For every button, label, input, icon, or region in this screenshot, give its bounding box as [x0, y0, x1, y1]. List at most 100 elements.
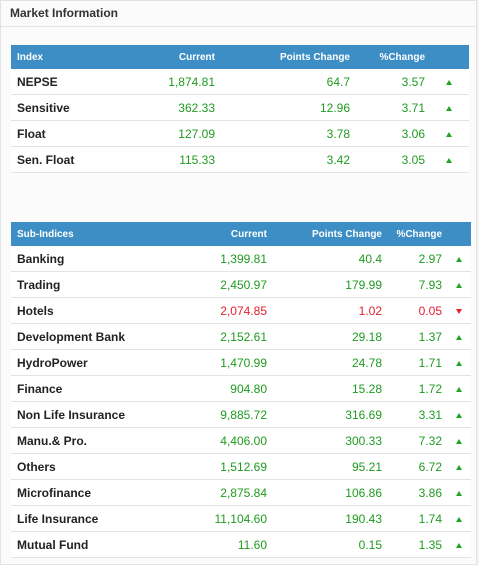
up-arrow-icon: [455, 282, 462, 288]
row-name: Mutual Fund: [11, 531, 161, 558]
row-pct-change: 3.05: [354, 146, 429, 173]
up-arrow-icon: [455, 464, 462, 470]
up-arrow-icon: [455, 412, 462, 418]
up-arrow-icon: [455, 334, 462, 340]
up-arrow-icon: [455, 438, 462, 444]
row-name: Life Insurance: [11, 505, 161, 532]
row-points-change: 95.21: [271, 453, 386, 480]
row-pct-change: 3.31: [386, 401, 446, 428]
row-current: 1,470.99: [161, 349, 271, 376]
table-row[interactable]: Sen. Float 115.33 3.42 3.05: [11, 146, 469, 173]
row-current: 127.09: [121, 120, 219, 147]
trend-cell: [446, 271, 471, 298]
row-current: 2,875.84: [161, 479, 271, 506]
trend-cell: [446, 505, 471, 532]
up-arrow-icon: [446, 105, 452, 111]
row-pct-change: 7.93: [386, 271, 446, 298]
table-row[interactable]: Finance 904.80 15.28 1.72: [11, 375, 471, 402]
table-row[interactable]: HydroPower 1,470.99 24.78 1.71: [11, 349, 471, 376]
row-pct-change: 1.74: [386, 505, 446, 532]
row-points-change: 29.18: [271, 323, 386, 350]
table-row[interactable]: Trading 2,450.97 179.99 7.93: [11, 271, 471, 298]
row-points-change: 12.96: [219, 94, 354, 121]
row-current: 1,399.81: [161, 246, 271, 272]
row-pct-change: 7.32: [386, 427, 446, 454]
row-current: 2,074.85: [161, 297, 271, 324]
up-arrow-icon: [455, 256, 462, 262]
table-row[interactable]: Manu.& Pro. 4,406.00 300.33 7.32: [11, 427, 471, 454]
header-pct-change[interactable]: %Change: [379, 51, 425, 63]
row-current: 9,885.72: [161, 401, 271, 428]
header-points-change[interactable]: Points Change: [279, 51, 350, 63]
row-current: 362.33: [121, 94, 219, 121]
row-name: Non Life Insurance: [11, 401, 161, 428]
up-arrow-icon: [446, 131, 452, 137]
row-pct-change: 3.57: [354, 69, 429, 95]
header-current[interactable]: Current: [230, 228, 267, 240]
header-index[interactable]: Index: [17, 51, 44, 63]
panel-title: Market Information: [10, 6, 119, 20]
table-row[interactable]: Microfinance 2,875.84 106.86 3.86: [11, 479, 471, 506]
header-current[interactable]: Current: [178, 51, 215, 63]
row-points-change: 15.28: [271, 375, 386, 402]
row-points-change: 3.78: [219, 120, 354, 147]
trend-cell: [446, 479, 471, 506]
index-table: Index Current Points Change %Change NEPS…: [11, 45, 469, 173]
header-pct-change[interactable]: %Change: [396, 228, 442, 240]
up-arrow-icon: [455, 386, 462, 392]
row-points-change: 40.4: [271, 246, 386, 272]
table-row[interactable]: Float 127.09 3.78 3.06: [11, 120, 469, 147]
header-sub-indices[interactable]: Sub-Indices: [17, 228, 74, 240]
row-pct-change: 3.86: [386, 479, 446, 506]
trend-cell: [429, 69, 469, 95]
row-points-change: 3.42: [219, 146, 354, 173]
row-current: 11,104.60: [161, 505, 271, 532]
table-row[interactable]: Banking 1,399.81 40.4 2.97: [11, 246, 471, 272]
table-row[interactable]: Mutual Fund 11.60 0.15 1.35: [11, 531, 471, 558]
table-row[interactable]: Life Insurance 11,104.60 190.43 1.74: [11, 505, 471, 532]
row-name: Banking: [11, 246, 161, 272]
table-row[interactable]: Hotels 2,074.85 1.02 0.05: [11, 297, 471, 324]
row-name: Development Bank: [11, 323, 161, 350]
up-arrow-icon: [455, 542, 462, 548]
up-arrow-icon: [446, 157, 452, 163]
header-trend: [429, 45, 469, 69]
up-arrow-icon: [455, 360, 462, 366]
row-points-change: 64.7: [219, 69, 354, 95]
table-row[interactable]: Sensitive 362.33 12.96 3.71: [11, 94, 469, 121]
header-trend: [446, 222, 471, 246]
row-points-change: 0.15: [271, 531, 386, 558]
row-name: Float: [11, 120, 121, 147]
table-row[interactable]: Non Life Insurance 9,885.72 316.69 3.31: [11, 401, 471, 428]
row-current: 2,450.97: [161, 271, 271, 298]
row-current: 1,512.69: [161, 453, 271, 480]
row-current: 2,152.61: [161, 323, 271, 350]
up-arrow-icon: [455, 516, 462, 522]
row-pct-change: 0.05: [386, 297, 446, 324]
table-row[interactable]: Development Bank 2,152.61 29.18 1.37: [11, 323, 471, 350]
row-pct-change: 6.72: [386, 453, 446, 480]
index-table-header: Index Current Points Change %Change: [11, 45, 469, 69]
down-arrow-icon: [455, 308, 462, 314]
table-row[interactable]: Others 1,512.69 95.21 6.72: [11, 453, 471, 480]
trend-cell: [446, 375, 471, 402]
row-current: 115.33: [121, 146, 219, 173]
table-row[interactable]: NEPSE 1,874.81 64.7 3.57: [11, 69, 469, 95]
trend-cell: [429, 120, 469, 147]
trend-cell: [446, 531, 471, 558]
row-name: Finance: [11, 375, 161, 402]
trend-cell: [446, 349, 471, 376]
trend-cell: [429, 94, 469, 121]
row-points-change: 179.99: [271, 271, 386, 298]
header-points-change[interactable]: Points Change: [311, 228, 382, 240]
row-pct-change: 1.71: [386, 349, 446, 376]
row-name: Microfinance: [11, 479, 161, 506]
row-pct-change: 3.71: [354, 94, 429, 121]
trend-cell: [446, 323, 471, 350]
row-points-change: 316.69: [271, 401, 386, 428]
trend-cell: [446, 427, 471, 454]
row-points-change: 24.78: [271, 349, 386, 376]
row-pct-change: 3.06: [354, 120, 429, 147]
row-name: NEPSE: [11, 69, 121, 95]
